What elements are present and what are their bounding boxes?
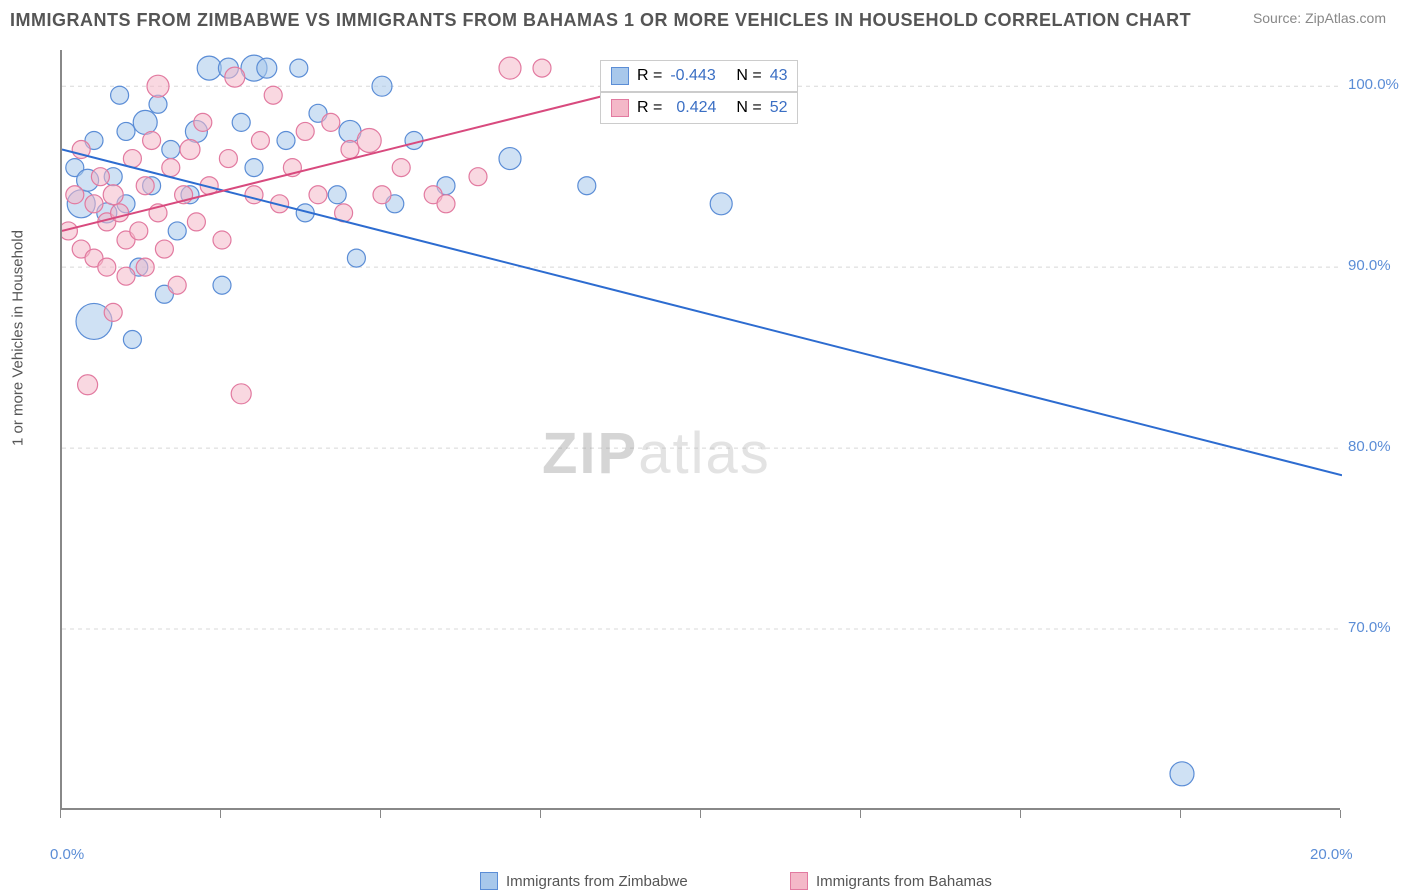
x-tick-mark [700, 810, 701, 818]
legend-bahamas: Immigrants from Bahamas [790, 872, 992, 890]
chart-title: IMMIGRANTS FROM ZIMBABWE VS IMMIGRANTS F… [10, 10, 1191, 31]
y-tick-label: 80.0% [1348, 438, 1391, 455]
scatter-chart-svg [62, 50, 1342, 810]
stats-n-label: N = [736, 99, 761, 117]
stats-r-value-zimbabwe: -0.443 [670, 67, 728, 85]
stats-r-label: R = [637, 99, 662, 117]
x-tick-mark [1340, 810, 1341, 818]
legend-zimbabwe: Immigrants from Zimbabwe [480, 872, 688, 890]
x-tick-mark [860, 810, 861, 818]
legend-label-bahamas: Immigrants from Bahamas [816, 873, 992, 890]
x-tick-mark [60, 810, 61, 818]
y-axis-label: 1 or more Vehicles in Household [10, 230, 27, 446]
zimbabwe-swatch [611, 67, 629, 85]
y-tick-label: 90.0% [1348, 257, 1391, 274]
stats-r-value-bahamas: 0.424 [670, 99, 728, 117]
chart-plot-area: ZIPatlas [60, 50, 1340, 810]
x-tick-mark [540, 810, 541, 818]
stats-n-value-zimbabwe: 43 [770, 67, 788, 85]
stats-bahamas: R = 0.424 N = 52 [600, 92, 798, 124]
stats-n-label: N = [736, 67, 761, 85]
bahamas-legend-swatch [790, 872, 808, 890]
x-tick-label: 0.0% [50, 846, 84, 863]
y-tick-label: 100.0% [1348, 76, 1399, 93]
x-tick-mark [1180, 810, 1181, 818]
x-tick-mark [1020, 810, 1021, 818]
stats-n-value-bahamas: 52 [770, 99, 788, 117]
x-tick-mark [220, 810, 221, 818]
legend-label-zimbabwe: Immigrants from Zimbabwe [506, 873, 688, 890]
y-tick-label: 70.0% [1348, 619, 1391, 636]
bahamas-swatch [611, 99, 629, 117]
stats-zimbabwe: R = -0.443 N = 43 [600, 60, 798, 92]
x-tick-mark [380, 810, 381, 818]
x-tick-label: 20.0% [1310, 846, 1353, 863]
stats-r-label: R = [637, 67, 662, 85]
source-attribution: Source: ZipAtlas.com [1253, 10, 1386, 26]
zimbabwe-legend-swatch [480, 872, 498, 890]
